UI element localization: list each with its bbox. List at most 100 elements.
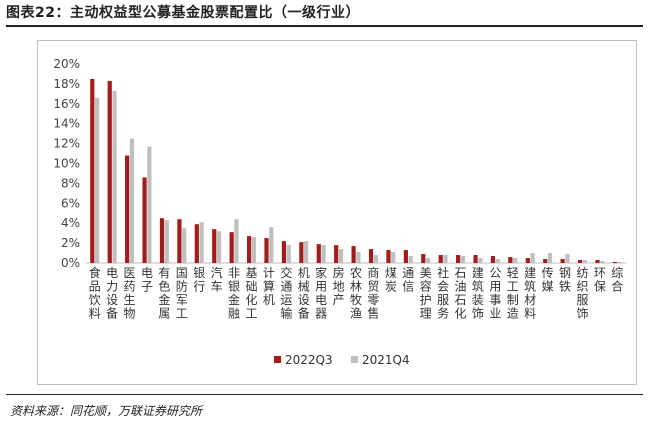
bar-2021q4 [600, 261, 605, 263]
bar-2022q3 [386, 250, 391, 263]
y-tick-label: 0% [61, 256, 80, 270]
bar-2022q3 [612, 262, 617, 263]
bar-2021q4 [565, 254, 570, 263]
bar-2022q3 [281, 241, 287, 263]
x-tick-label: 建筑材料 [524, 266, 536, 321]
y-tick-label: 16% [53, 97, 80, 111]
bar-2021q4 [338, 249, 344, 263]
bar-2022q3 [125, 155, 130, 263]
x-tick-label: 电力设备 [106, 266, 118, 321]
y-tick-label: 6% [61, 196, 80, 210]
bar-2022q3 [246, 236, 252, 263]
y-axis: 0% 2% 4% 6% 8% 10% 12% 14% 16% 18% 20% [53, 57, 80, 270]
bar-2021q4 [495, 259, 500, 263]
x-tick-label: 公用事业 [489, 266, 501, 321]
y-tick-label: 8% [61, 176, 80, 190]
bar-2021q4 [530, 253, 535, 263]
bar-2022q3 [194, 224, 199, 263]
bar-2021q4 [269, 227, 274, 263]
x-tick-label: 计算机 [263, 266, 275, 307]
bar-2021q4 [321, 245, 326, 263]
y-tick-label: 14% [53, 117, 80, 131]
bar-2022q3 [490, 256, 496, 263]
x-tick-label: 石油石化 [455, 266, 467, 321]
bar-2021q4 [112, 90, 117, 263]
bar-2022q3 [334, 245, 339, 263]
bar-2022q3 [142, 177, 147, 263]
legend-swatch [351, 356, 358, 363]
legend-label: 2022Q3 [285, 353, 333, 367]
bar-2021q4 [182, 228, 187, 263]
bar-2021q4 [460, 256, 466, 263]
bar-2022q3 [229, 232, 234, 263]
bar-2021q4 [373, 255, 378, 263]
y-tick-label: 12% [53, 137, 80, 151]
y-tick-label: 2% [61, 236, 80, 250]
bar-2021q4 [286, 245, 291, 263]
bar-2021q4 [199, 222, 204, 263]
bar-2022q3 [421, 254, 426, 263]
bar-2021q4 [478, 258, 483, 263]
title-rule [6, 25, 643, 27]
x-tick-label: 美容护理 [420, 266, 432, 321]
bottom-rule [6, 394, 643, 395]
bar-2021q4 [617, 262, 622, 263]
bar-2021q4 [408, 256, 413, 263]
x-tick-label: 煤炭 [385, 266, 397, 294]
bar-2022q3 [438, 255, 443, 263]
bar-2022q3 [473, 255, 478, 263]
bar-2022q3 [403, 250, 408, 263]
bar-2021q4 [129, 138, 135, 263]
bar-2022q3 [368, 249, 374, 263]
bar-2021q4 [147, 146, 152, 263]
x-tick-label: 通信 [402, 266, 414, 294]
legend: 2022Q3 2021Q4 [274, 353, 410, 367]
chart-frame: 0% 2% 4% 6% 8% 10% 12% 14% 16% 18% 20% 食品饮料 电力设备 医药生… [37, 40, 637, 385]
x-tick-label: 综合 [611, 266, 623, 294]
x-tick-label: 钢铁 [559, 266, 571, 294]
y-tick-label: 20% [53, 57, 80, 71]
y-tick-label: 4% [61, 216, 80, 230]
bar-2022q3 [159, 218, 165, 263]
bar-2021q4 [304, 241, 309, 263]
bar-2022q3 [107, 80, 112, 263]
x-tick-label: 环保 [594, 266, 606, 294]
bar-2021q4 [391, 252, 396, 263]
x-tick-label: 食品饮料 [89, 265, 101, 321]
bar-2021q4 [234, 219, 239, 263]
bar-2022q3 [264, 238, 269, 263]
chart-title: 图表22：主动权益型公募基金股票配置比（一级行业） [6, 5, 360, 21]
bar-2021q4 [547, 253, 553, 263]
x-tick-label: 基础化工 [245, 266, 257, 321]
x-tick-label: 非银金融 [228, 266, 240, 321]
bar-2021q4 [216, 231, 222, 263]
x-tick-label: 国防军工 [176, 266, 188, 321]
x-tick-label: 传媒 [542, 265, 554, 294]
x-tick-label: 有色金属 [158, 266, 170, 321]
x-tick-label: 农林牧渔 [350, 266, 362, 321]
x-tick-label: 建筑装饰 [472, 266, 484, 321]
source-note: 资料来源：同花顺，万联证券研究所 [10, 404, 203, 418]
x-tick-label: 汽车 [211, 265, 223, 294]
x-tick-label: 交通运输 [280, 265, 292, 321]
x-axis: 食品饮料电力设备医药生物电子有色金属国防军工银行汽车非银金融基础化工计算机交通运… [89, 265, 624, 321]
bar-2022q3 [177, 219, 182, 263]
bar-2022q3 [508, 257, 513, 263]
bar-2022q3 [560, 259, 565, 263]
bar-2021q4 [443, 255, 448, 263]
y-tick-label: 10% [53, 157, 80, 171]
bar-2022q3 [595, 260, 600, 263]
bar-2022q3 [351, 246, 356, 263]
bar-2022q3 [577, 260, 583, 263]
bar-2022q3 [456, 255, 461, 263]
bar-2022q3 [299, 242, 304, 263]
y-tick-label: 18% [53, 77, 80, 91]
bar-2022q3 [525, 258, 530, 263]
x-tick-label: 家用电器 [315, 265, 327, 321]
bar-2021q4 [251, 237, 256, 263]
legend-swatch [274, 356, 281, 363]
bar-2021q4 [582, 260, 587, 263]
legend-label: 2021Q4 [362, 353, 410, 367]
bar-2022q3 [212, 229, 217, 263]
bar-2022q3 [90, 78, 95, 263]
